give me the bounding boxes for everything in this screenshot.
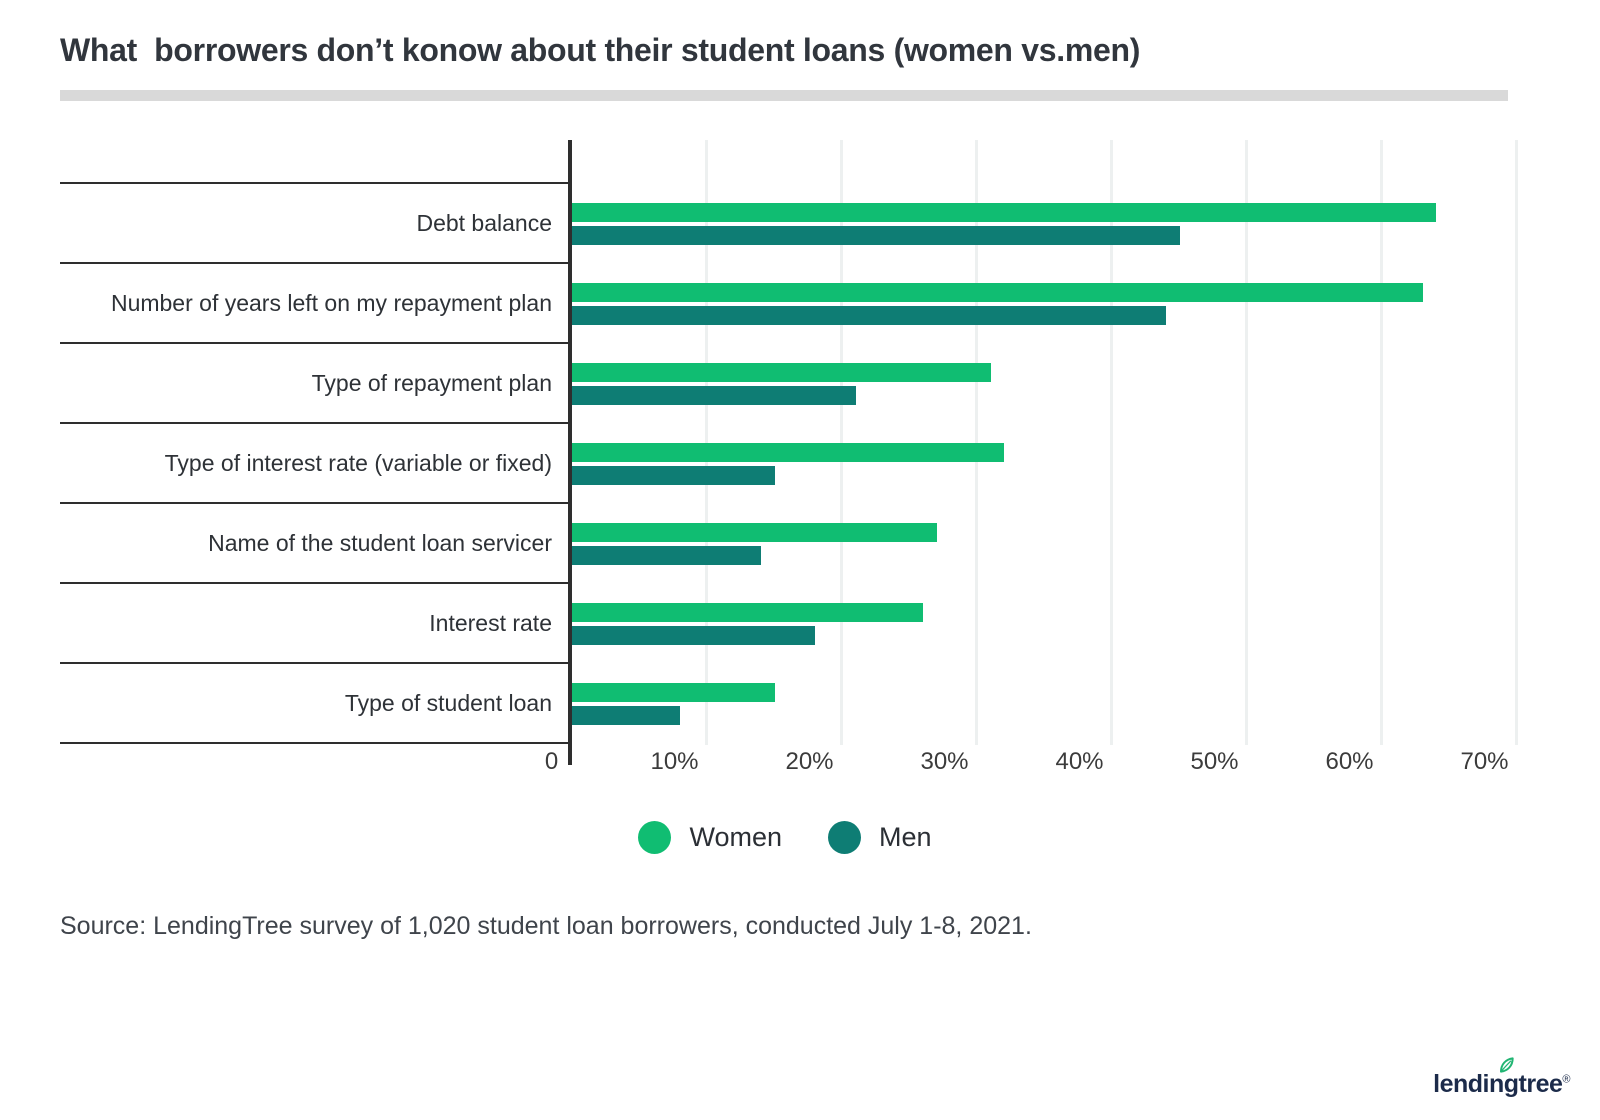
bar-men [572, 226, 1180, 245]
tick-label: 40% [1055, 748, 1104, 775]
legend-dot-men [828, 820, 861, 854]
legend: Women Men [60, 816, 1510, 858]
source-note: Source: LendingTree survey of 1,020 stud… [60, 912, 1032, 940]
bar-women [572, 363, 991, 382]
bar-women [572, 283, 1423, 302]
bar-chart: Debt balance Number of years left on my r… [60, 140, 1540, 775]
gridline-70 [1515, 140, 1518, 745]
logo-text: lendingtree [1433, 1070, 1563, 1098]
row-separator [60, 662, 571, 664]
bar-men [572, 626, 815, 645]
bar-men [572, 546, 761, 565]
tick-label: 10% [650, 748, 699, 775]
tick-label: 60% [1325, 748, 1374, 775]
category-label: Type of interest rate (variable or fixed… [164, 449, 552, 476]
gridline-60 [1380, 140, 1383, 745]
bar-women [572, 603, 923, 622]
tick-label: 30% [920, 748, 969, 775]
row-separator [60, 182, 571, 184]
row-separator [60, 342, 571, 344]
row-separator [60, 742, 571, 744]
tick-label: 70% [1460, 748, 1509, 775]
tick-label: 50% [1190, 748, 1239, 775]
category-label: Type of student loan [344, 689, 552, 716]
tick-label: 20% [785, 748, 834, 775]
legend-dot-women [638, 820, 672, 854]
gridline-20 [840, 140, 843, 745]
row-separator [60, 582, 571, 584]
bar-women [572, 523, 937, 542]
title-divider [60, 90, 1508, 101]
gridline-30 [975, 140, 978, 745]
chart-title: What borrowers don’t konow about their s… [60, 32, 1141, 68]
legend-item-men: Men [828, 820, 932, 854]
lendingtree-logo: lendingtree® [1433, 1057, 1570, 1099]
legend-label: Women [689, 821, 782, 852]
bar-women [572, 203, 1436, 222]
row-separator [60, 262, 571, 264]
bar-men [572, 306, 1166, 325]
bar-women [572, 683, 775, 702]
category-label: Type of repayment plan [311, 369, 552, 396]
gridline-50 [1245, 140, 1248, 745]
registered-mark: ® [1562, 1073, 1570, 1086]
row-separator [60, 502, 571, 504]
category-label: Name of the student loan servicer [208, 529, 552, 556]
legend-item-women: Women [638, 820, 782, 854]
category-label: Debt balance [416, 209, 552, 236]
row-separator [60, 422, 571, 424]
tick-label: 0 [544, 748, 559, 775]
bar-men [572, 706, 680, 725]
bar-men [572, 386, 856, 405]
gridline-40 [1110, 140, 1113, 745]
legend-label: Men [879, 821, 932, 852]
bar-men [572, 466, 775, 485]
category-label: Number of years left on my repayment pla… [110, 289, 552, 316]
category-label: Interest rate [429, 609, 552, 636]
bar-women [572, 443, 1004, 462]
gridline-10 [705, 140, 708, 745]
y-axis-line [568, 140, 572, 765]
leaf-icon [1500, 1057, 1514, 1073]
